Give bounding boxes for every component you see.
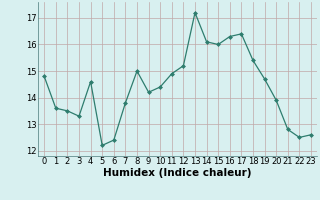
X-axis label: Humidex (Indice chaleur): Humidex (Indice chaleur)	[103, 168, 252, 178]
